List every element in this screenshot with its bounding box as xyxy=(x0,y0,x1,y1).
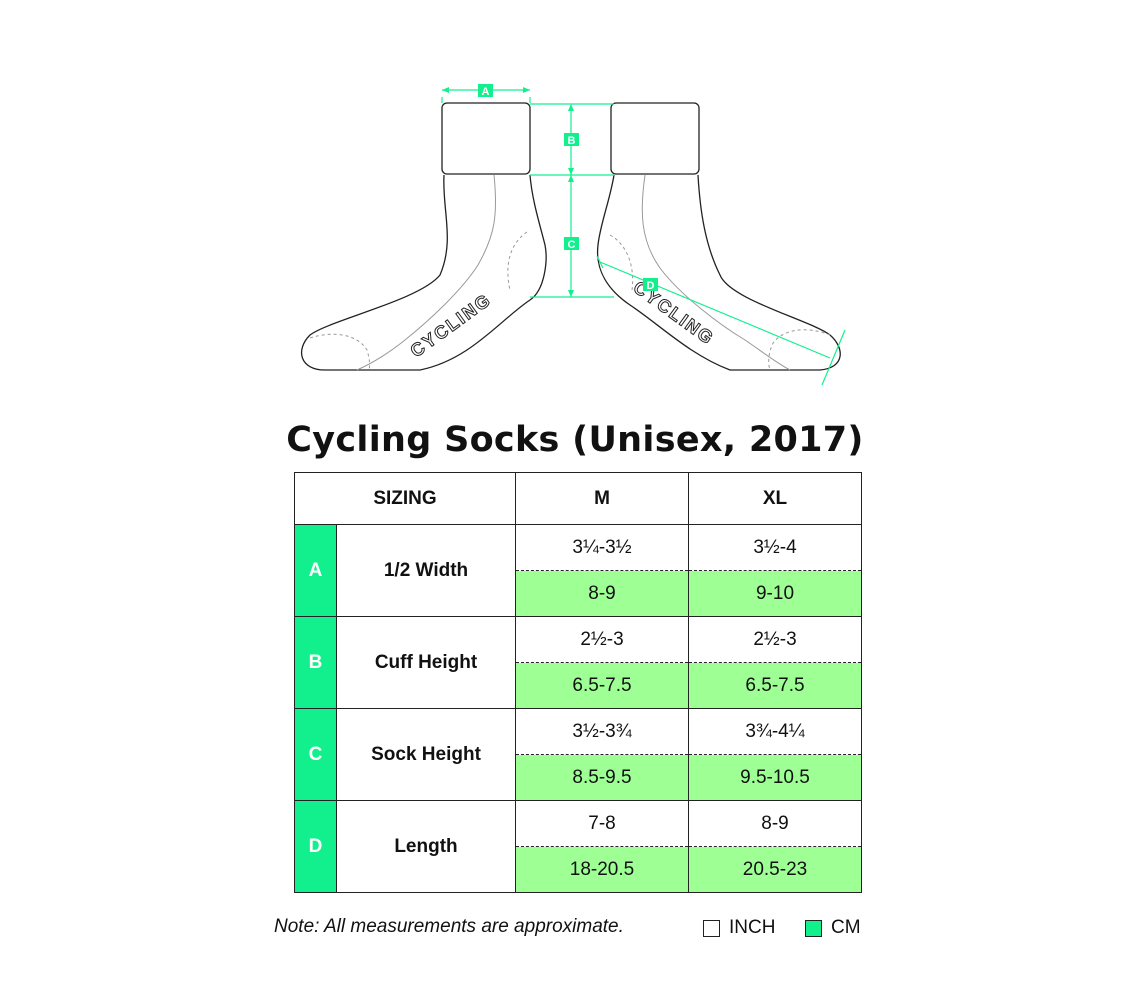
size-chart-table: SIZING M XL A 1/2 Width 3¼-3½ 3½-4 8-9 9… xyxy=(294,472,862,893)
inch-cell: 3½-3¾ xyxy=(515,708,689,755)
legend-inch: INCH xyxy=(703,917,775,939)
table-row: C Sock Height 3½-3¾ 3¾-4¼ xyxy=(294,708,862,801)
measure-arrows xyxy=(442,87,574,297)
svg-text:A: A xyxy=(482,86,490,98)
inch-cell: 2½-3 xyxy=(515,616,689,663)
table-row: D Length 7-8 8-9 xyxy=(294,800,862,893)
left-sock xyxy=(301,102,547,371)
table-row: 18-20.5 20.5-23 xyxy=(295,846,862,893)
size-header-m: M xyxy=(515,472,689,525)
svg-text:B: B xyxy=(568,135,576,147)
cm-cell: 6.5-7.5 xyxy=(688,662,862,709)
svg-text:D: D xyxy=(647,280,655,292)
measurement-note: Note: All measurements are approximate. xyxy=(274,916,624,937)
marker-d: D xyxy=(643,278,658,292)
inch-cell: 3½-4 xyxy=(688,524,862,571)
table-row: A 1/2 Width 3¼-3½ 3½-4 xyxy=(294,524,862,617)
legend-cm: CM xyxy=(805,917,861,939)
row-label-length: Length xyxy=(336,800,516,893)
cm-cell: 18-20.5 xyxy=(515,846,689,893)
table-header-row: SIZING M XL xyxy=(294,472,862,525)
inch-cell: 3¼-3½ xyxy=(515,524,689,571)
cm-cell: 6.5-7.5 xyxy=(515,662,689,709)
cm-cell: 9.5-10.5 xyxy=(688,754,862,801)
marker-c: C xyxy=(564,237,579,251)
inch-cell: 7-8 xyxy=(515,800,689,847)
page-title: Cycling Socks (Unisex, 2017) xyxy=(286,420,864,460)
right-sock xyxy=(596,102,841,371)
table-row: 8.5-9.5 9.5-10.5 xyxy=(295,754,862,801)
legend-inch-swatch xyxy=(703,919,720,937)
sock-measurement-diagram: CYCLING CYCLING A B C xyxy=(301,84,846,386)
cm-cell: 20.5-23 xyxy=(688,846,862,893)
row-label-sock-height: Sock Height xyxy=(336,708,516,801)
legend-cm-swatch xyxy=(805,919,822,937)
row-letter-d: D xyxy=(294,800,337,893)
inch-cell: 3¾-4¼ xyxy=(688,708,862,755)
row-letter-b: B xyxy=(294,616,337,709)
size-header-xl: XL xyxy=(688,472,862,525)
marker-a: A xyxy=(478,84,493,98)
row-label-cuff-height: Cuff Height xyxy=(336,616,516,709)
legend-cm-label: CM xyxy=(831,917,861,938)
cm-cell: 8-9 xyxy=(515,570,689,617)
inch-cell: 2½-3 xyxy=(688,616,862,663)
row-letter-a: A xyxy=(294,524,337,617)
inch-cell: 8-9 xyxy=(688,800,862,847)
cm-cell: 8.5-9.5 xyxy=(515,754,689,801)
table-row: 6.5-7.5 6.5-7.5 xyxy=(295,662,862,709)
row-letter-c: C xyxy=(294,708,337,801)
sizing-header: SIZING xyxy=(294,472,516,525)
marker-b: B xyxy=(564,133,579,147)
legend-inch-label: INCH xyxy=(729,917,776,938)
table-row: B Cuff Height 2½-3 2½-3 xyxy=(294,616,862,709)
svg-text:C: C xyxy=(568,239,576,251)
row-label-width: 1/2 Width xyxy=(336,524,516,617)
cm-cell: 9-10 xyxy=(688,570,862,617)
